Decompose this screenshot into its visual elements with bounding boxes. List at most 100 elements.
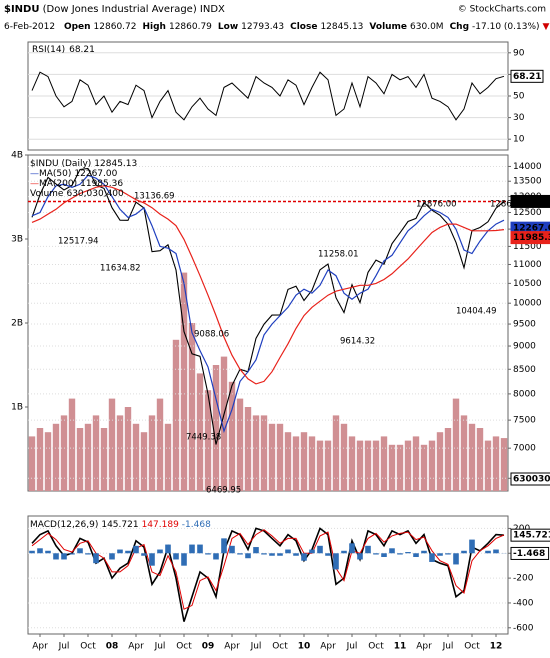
volume-bar: [452, 398, 460, 491]
volume-bar: [284, 432, 292, 491]
x-tick-label: Jul: [250, 642, 262, 652]
histogram-bar: [165, 544, 171, 554]
volume-bar: [292, 436, 300, 491]
moving-average: [31, 185, 505, 385]
annotation: 9614.32: [340, 337, 375, 347]
volume-value-box: [510, 472, 550, 486]
histogram-bar: [149, 553, 155, 566]
histogram-bar: [229, 545, 235, 554]
volume-bar: [260, 415, 268, 491]
symbol: $INDU: [4, 4, 39, 15]
histogram-bar: [293, 553, 299, 556]
stat-label: Chg: [450, 22, 469, 32]
volume-bar: [84, 423, 92, 491]
annotation: 12869.95: [490, 200, 531, 210]
histogram-bar: [245, 553, 251, 559]
y-tick-label: 11500: [513, 242, 542, 252]
moving-average: [31, 174, 505, 434]
histogram-bar: [445, 553, 451, 555]
x-tick-label: Apr: [416, 642, 432, 652]
histogram-bar: [29, 550, 35, 554]
y-tick-label: -400: [513, 598, 534, 608]
x-tick-label: Apr: [32, 642, 48, 652]
volume-bar: [436, 432, 444, 491]
volume-value: 630030400: [513, 475, 550, 485]
volume-bar: [428, 440, 436, 491]
histogram-bar: [277, 553, 283, 556]
x-tick-label: Jul: [154, 642, 166, 652]
y-tick-label: 8500: [513, 365, 536, 375]
y-tick-label: 13500: [513, 177, 542, 187]
histogram-bar: [437, 553, 443, 556]
legend: MACD(12,26,9) 145.721 147.189 -1.468: [30, 520, 211, 530]
histogram-bar: [269, 553, 275, 556]
volume-bar: [484, 440, 492, 491]
annotation: 13136.69: [134, 192, 175, 202]
stat-value: 12860.79: [169, 22, 212, 32]
histogram-bar: [493, 549, 499, 554]
histogram-bar: [197, 544, 203, 554]
y-tick-label: 30: [513, 113, 525, 123]
histogram-bar: [285, 549, 291, 554]
volume-tick-label: 1B: [11, 403, 23, 413]
histogram-bar: [45, 550, 51, 554]
histogram-bar: [125, 550, 131, 554]
last-value-box: [510, 194, 550, 208]
volume-bar: [52, 423, 60, 491]
stat-label: Close: [290, 22, 317, 32]
annotation: 9088.06: [194, 330, 229, 340]
volume-bar: [324, 440, 332, 491]
histogram-bar: [397, 553, 403, 555]
annotation: 10404.49: [456, 307, 497, 317]
volume-bar: [308, 436, 316, 491]
histogram-bar: [453, 553, 459, 565]
histogram-bar: [109, 553, 115, 560]
histogram-bar: [301, 553, 307, 561]
volume-bar: [228, 381, 236, 491]
stat-label: High: [143, 22, 166, 32]
volume-bar: [100, 428, 108, 491]
histogram-bar: [237, 553, 243, 555]
volume-bar: [276, 423, 284, 491]
histogram-bar: [93, 553, 99, 564]
histogram-bar: [261, 553, 267, 555]
volume-bar: [212, 365, 220, 491]
histogram-bar: [37, 548, 43, 554]
legend-name: MA(50): [39, 169, 71, 179]
volume-bar: [460, 415, 468, 491]
y-tick-label: 12500: [513, 208, 542, 218]
stat-label: Low: [218, 22, 238, 32]
legend-value: 145.721: [101, 520, 138, 530]
legend-swatch: —: [30, 179, 39, 189]
volume-bar: [444, 428, 452, 491]
y-tick-label: 11000: [513, 260, 542, 270]
stat-value: 630.0M: [410, 22, 444, 32]
histogram-bar: [133, 545, 139, 554]
x-tick-label: Oct: [176, 642, 192, 652]
volume-bar: [412, 436, 420, 491]
histogram-bar: [117, 549, 123, 554]
histogram-bar: [61, 553, 67, 560]
volume-bar: [236, 398, 244, 491]
legend: —MA(200) 11985.36: [30, 179, 123, 189]
annotation: 7449.38: [186, 433, 221, 443]
legend-value: 12267.00: [74, 169, 117, 179]
x-tick-label: Apr: [224, 642, 240, 652]
volume-bar: [340, 423, 348, 491]
volume-bar: [60, 415, 68, 491]
histogram-bar: [173, 553, 179, 560]
volume-bar: [140, 432, 148, 491]
volume-bar: [404, 440, 412, 491]
volume-bar: [252, 415, 260, 491]
histogram-bar: [469, 539, 475, 554]
price-line: [31, 167, 505, 445]
legend-value: -1.468: [182, 520, 211, 530]
histogram-bar: [77, 548, 83, 554]
y-tick-label: 10000: [513, 299, 542, 309]
y-tick-label: 14000: [513, 162, 542, 172]
volume-bar: [172, 339, 180, 491]
signal-line: [31, 529, 505, 610]
credit: © StockCharts.com: [458, 5, 546, 15]
volume-bar: [492, 436, 500, 491]
